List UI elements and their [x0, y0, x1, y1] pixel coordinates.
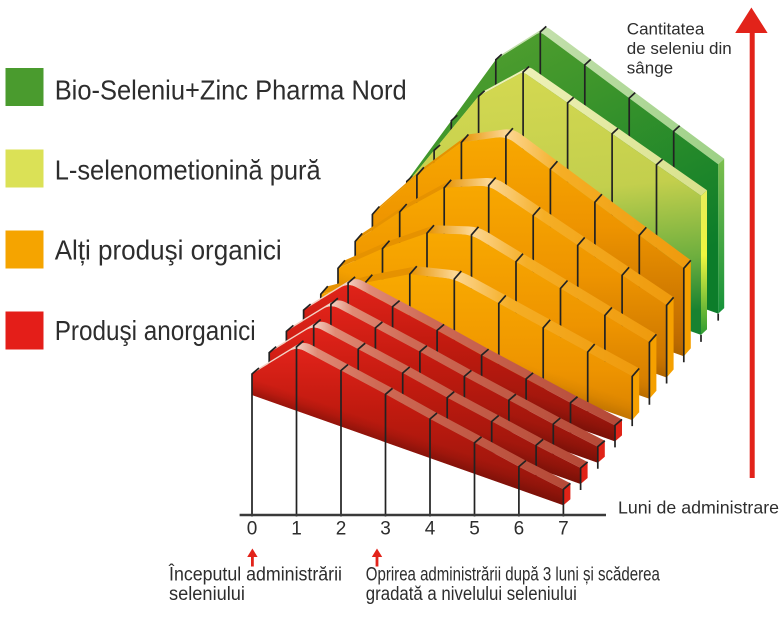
svg-text:4: 4 — [425, 519, 436, 540]
svg-text:0: 0 — [247, 519, 258, 540]
svg-text:7: 7 — [558, 519, 569, 540]
svg-text:seleniului: seleniului — [169, 584, 245, 605]
svg-text:gradată a nivelului seleniului: gradată a nivelului seleniului — [366, 584, 577, 605]
svg-text:Începutul administrării: Începutul administrării — [168, 564, 342, 586]
svg-text:6: 6 — [514, 519, 525, 540]
svg-text:Oprirea administrării după 3 l: Oprirea administrării după 3 luni și scă… — [366, 565, 660, 586]
svg-text:1: 1 — [291, 519, 302, 540]
svg-text:Alți produşi organici: Alți produşi organici — [55, 235, 282, 266]
svg-text:2: 2 — [336, 519, 347, 540]
svg-text:3: 3 — [380, 519, 391, 540]
svg-text:Bio-Seleniu+Zinc Pharma Nord: Bio-Seleniu+Zinc Pharma Nord — [55, 74, 407, 105]
svg-text:de seleniu din: de seleniu din — [627, 39, 732, 58]
svg-text:Produşi anorganici: Produşi anorganici — [55, 315, 256, 346]
svg-text:Luni de administrare: Luni de administrare — [618, 498, 779, 518]
svg-text:sânge: sânge — [627, 59, 673, 78]
svg-text:5: 5 — [469, 519, 480, 540]
svg-text:Cantitatea: Cantitatea — [627, 20, 705, 39]
svg-text:L-selenometionină pură: L-selenometionină pură — [55, 154, 321, 185]
